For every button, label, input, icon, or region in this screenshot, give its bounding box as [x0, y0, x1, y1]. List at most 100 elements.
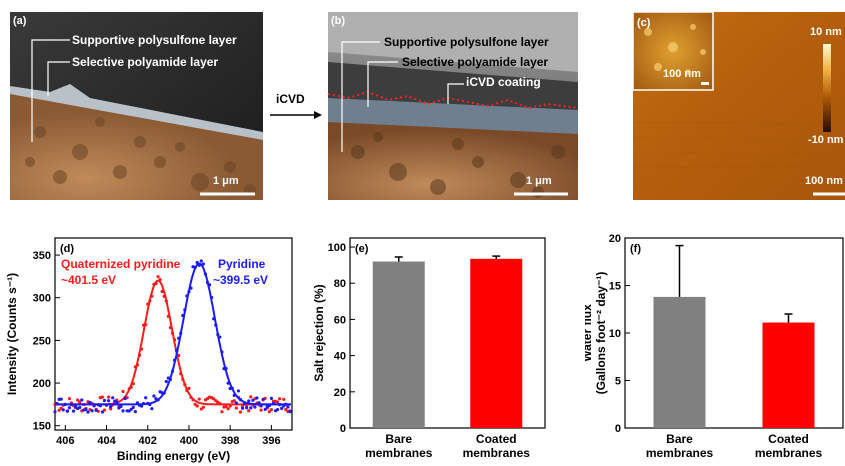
- data-point-d-1: [78, 405, 82, 410]
- y-tick-label-d: 350: [33, 250, 51, 262]
- data-point-d-1: [94, 408, 98, 413]
- x-tick-label-d: 400: [180, 435, 198, 447]
- afm-image-c-graphic: [633, 12, 845, 200]
- data-point-d-1: [133, 409, 137, 414]
- data-point-d-0: [238, 410, 243, 414]
- data-point-d-0: [67, 396, 72, 401]
- x-category-label-e-1: Coated: [476, 432, 517, 446]
- data-point-d-0: [234, 406, 238, 410]
- data-point-d-0: [220, 410, 224, 414]
- data-point-d-0: [201, 405, 205, 409]
- x-category-label-e-0: Bare: [385, 432, 412, 446]
- data-point-d-1: [67, 406, 72, 410]
- colorbar-min-label: -10 nm: [808, 134, 844, 146]
- data-point-d-0: [278, 397, 282, 401]
- panel-label-a: (a): [13, 15, 27, 27]
- chart-xps: 406 404 402 400 398 396 150 200 250 300 350 Binding…: [5, 237, 293, 463]
- y-tick-label-d: 300: [33, 293, 51, 305]
- y-tick-label-d: 250: [33, 335, 51, 347]
- x-category-label-f-0: Bare: [666, 432, 693, 446]
- data-point-d-0: [121, 389, 125, 394]
- data-point-d-1: [240, 406, 245, 410]
- data-point-d-1: [164, 379, 168, 384]
- x-axis-label-d: Binding energy (eV): [117, 449, 230, 463]
- layer-label-icvd-b: iCVD coating: [466, 75, 541, 89]
- y-tick-label-f: 15: [609, 281, 621, 293]
- y-tick-label-e: 60: [334, 314, 346, 326]
- panel-label-e: (e): [355, 243, 369, 255]
- scalebar-label-a: 1 μm: [213, 175, 239, 187]
- x-tick-label-d: 406: [56, 435, 74, 447]
- data-point-d-1: [249, 406, 253, 410]
- data-point-d-1: [90, 409, 94, 413]
- data-point-d-1: [111, 396, 115, 400]
- data-point-d-1: [129, 407, 133, 411]
- bar-f-0: [653, 296, 706, 428]
- data-point-d-0: [259, 408, 263, 412]
- data-point-d-1: [275, 407, 280, 412]
- data-point-d-0: [226, 407, 230, 411]
- data-point-d-1: [131, 405, 135, 409]
- x-category-label2-f-1: membranes: [755, 446, 823, 460]
- data-point-d-1: [280, 406, 284, 410]
- data-point-d-1: [261, 397, 265, 401]
- chart-water-flux: 05101520BaremembranesCoatedmembranes(f)W…: [585, 233, 844, 460]
- icvd-arrow: iCVD: [268, 92, 323, 122]
- data-point-d-1: [86, 410, 90, 414]
- data-point-d-1: [109, 405, 113, 409]
- bar-e-0: [372, 261, 425, 428]
- data-point-d-0: [195, 404, 199, 408]
- y-tick-label-e: 0: [340, 423, 346, 435]
- data-point-d-0: [57, 408, 61, 412]
- annotation-quaternized: Quaternized pyridine: [61, 257, 181, 271]
- bar-f-1: [762, 322, 815, 428]
- y-tick-label-f: 10: [609, 328, 621, 340]
- data-point-d-1: [80, 398, 84, 402]
- data-point-d-0: [284, 407, 288, 412]
- y-tick-label-e: 80: [334, 278, 346, 290]
- data-point-d-1: [263, 407, 267, 411]
- inset-scalebar-line: [701, 82, 709, 85]
- data-point-d-0: [249, 395, 253, 399]
- scalebar-label-c: 100 nm: [805, 175, 843, 187]
- data-point-d-1: [123, 396, 127, 401]
- y-tick-label-d: 150: [33, 421, 51, 433]
- data-point-d-1: [53, 410, 57, 414]
- y-tick-label-f: 0: [615, 423, 621, 435]
- x-tick-label-d: 404: [97, 435, 116, 447]
- y-tick-label-e: 20: [334, 387, 346, 399]
- layer-label-polysulfone-a: Supportive polysulfone layer: [72, 33, 237, 47]
- sem-image-b: (b) Supportive polysulfone layer Selecti…: [328, 12, 578, 200]
- x-tick-label-d: 402: [139, 435, 157, 447]
- data-point-d-0: [100, 395, 104, 399]
- x-category-label2-e-1: membranes: [463, 446, 531, 460]
- y-tick-label-e: 40: [334, 351, 346, 363]
- data-point-d-1: [286, 405, 290, 409]
- annotation-pyridine-energy: ~399.5 eV: [213, 273, 268, 287]
- data-point-d-1: [100, 410, 104, 414]
- data-point-d-0: [187, 386, 191, 390]
- data-point-d-1: [288, 410, 292, 414]
- data-point-d-1: [251, 398, 255, 402]
- y-axis-label-d: Intensity (Counts s⁻¹): [5, 273, 19, 395]
- arrow-icon: [270, 111, 322, 119]
- data-point-d-1: [88, 400, 92, 405]
- data-point-d-1: [74, 405, 78, 409]
- y-tick-label-f: 5: [615, 376, 621, 388]
- data-point-d-0: [106, 395, 111, 399]
- data-point-d-0: [267, 410, 271, 414]
- x-category-label2-e-0: membranes: [365, 446, 433, 460]
- chart-salt-rejection: 020406080100BaremembranesCoatedmembranes…: [312, 237, 546, 460]
- data-point-d-0: [232, 399, 236, 403]
- data-point-d-1: [247, 399, 251, 403]
- x-tick-label-d: 396: [262, 435, 280, 447]
- data-point-d-1: [269, 396, 273, 400]
- sem-image-a-graphic: [10, 12, 263, 200]
- scalebar-label-b: 1 μm: [526, 175, 552, 187]
- y-tick-label-d: 200: [33, 378, 51, 390]
- panel-label-f: (f): [630, 243, 641, 255]
- data-point-d-1: [139, 404, 144, 408]
- y-axis-label-e: Salt rejection (%): [312, 284, 326, 381]
- x-category-label-f-1: Coated: [768, 432, 809, 446]
- data-point-d-1: [106, 399, 111, 403]
